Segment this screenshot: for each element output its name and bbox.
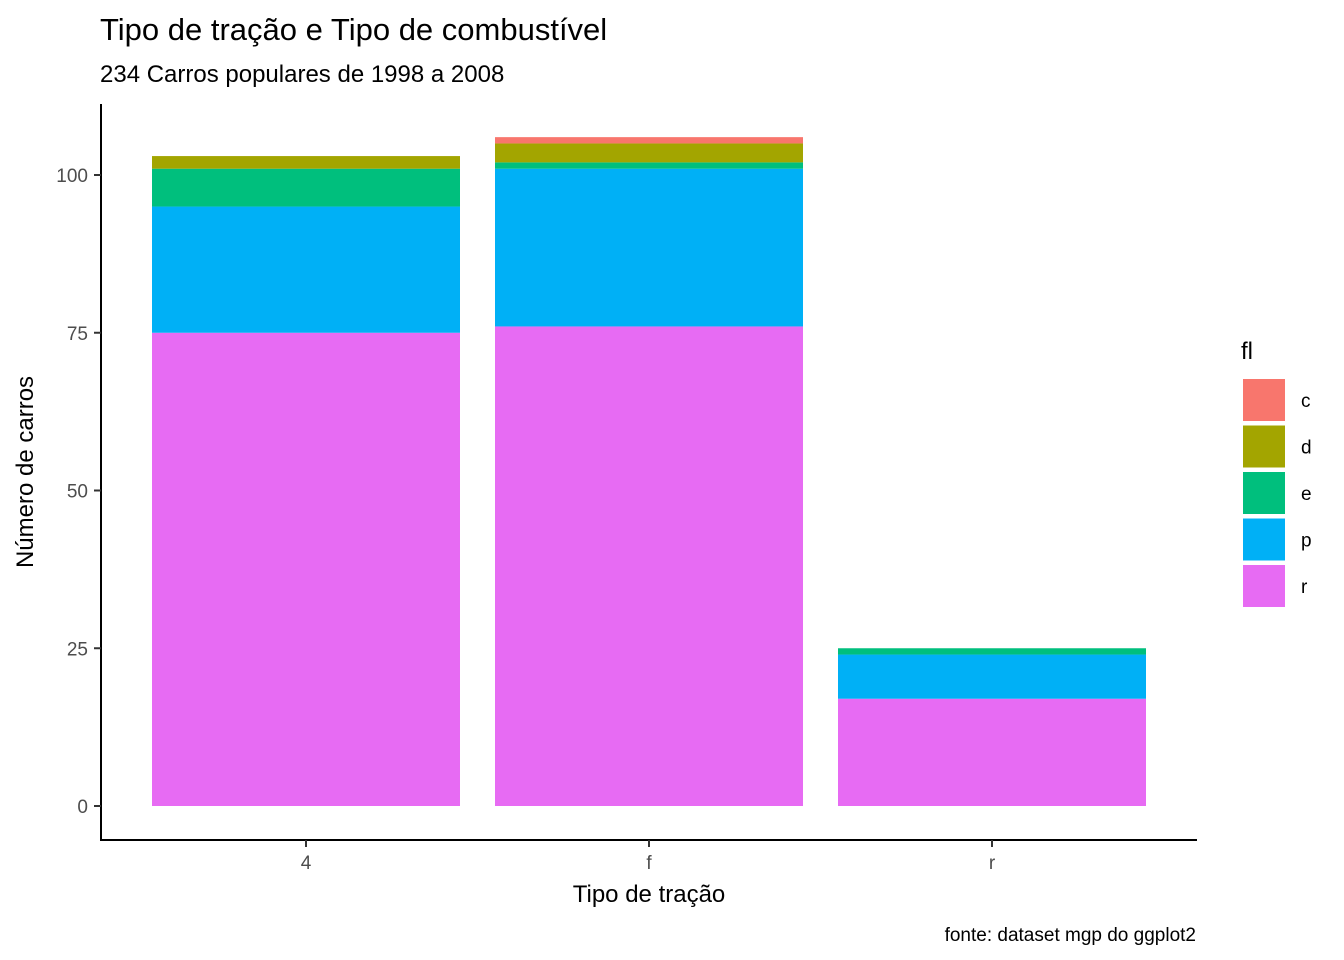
legend-label-r: r bbox=[1301, 577, 1308, 598]
legend-key-r bbox=[1243, 565, 1285, 607]
chart-title: Tipo de tração e Tipo de combustível bbox=[100, 12, 607, 47]
y-tick-label: 75 bbox=[67, 324, 88, 345]
chart-caption: fonte: dataset mgp do ggplot2 bbox=[945, 925, 1196, 946]
y-tick-label: 100 bbox=[56, 166, 88, 187]
legend-title: fl bbox=[1241, 338, 1253, 365]
y-tick-label: 50 bbox=[67, 482, 88, 503]
y-axis-title: Número de carros bbox=[12, 376, 39, 568]
legend-label-e: e bbox=[1301, 484, 1312, 505]
bar-f-p bbox=[495, 168, 803, 327]
legend-key-e bbox=[1243, 472, 1285, 514]
bar-f-e bbox=[495, 162, 803, 169]
x-tick-label: 4 bbox=[301, 853, 312, 874]
y-tick-label: 25 bbox=[67, 639, 88, 660]
y-tick-label: 0 bbox=[77, 797, 88, 818]
bar-r-p bbox=[838, 654, 1146, 699]
legend-label-p: p bbox=[1301, 531, 1312, 552]
bar-4-p bbox=[152, 206, 460, 333]
x-axis-title: Tipo de tração bbox=[573, 881, 726, 908]
legend-key-p bbox=[1243, 518, 1285, 561]
bar-f-r bbox=[495, 326, 803, 806]
bar-r-e bbox=[838, 648, 1146, 655]
x-tick-label: f bbox=[646, 853, 652, 874]
bar-4-e bbox=[152, 168, 460, 207]
legend-key-d bbox=[1243, 425, 1285, 468]
legend: fl c d e p r bbox=[1241, 338, 1312, 607]
legend-key-c bbox=[1243, 379, 1285, 421]
bars-layer bbox=[152, 137, 1146, 806]
legend-label-c: c bbox=[1301, 391, 1311, 412]
bar-f-d bbox=[495, 143, 803, 163]
x-axis-ticks: 4 f r bbox=[301, 840, 996, 874]
bar-f-c bbox=[495, 137, 803, 144]
legend-label-d: d bbox=[1301, 438, 1312, 459]
chart-subtitle: 234 Carros populares de 1998 a 2008 bbox=[100, 61, 504, 88]
y-axis-ticks: 0 25 50 75 100 bbox=[56, 166, 101, 818]
bar-4-r bbox=[152, 332, 460, 806]
bar-4-d bbox=[152, 156, 460, 169]
bar-r-r bbox=[838, 698, 1146, 806]
x-tick-label: r bbox=[989, 853, 996, 874]
